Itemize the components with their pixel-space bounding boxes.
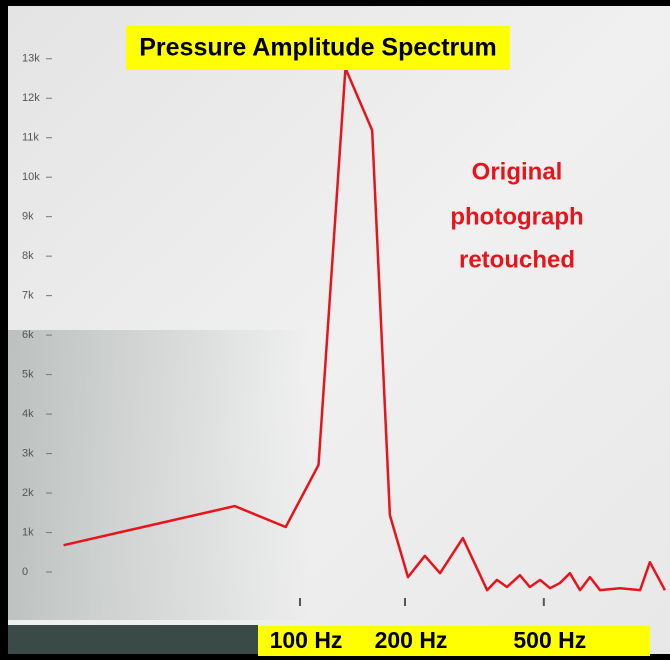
y-tick-label: 12k: [22, 92, 40, 104]
y-tick-label: 3k: [22, 447, 34, 459]
x-tick-label: 100 Hz: [270, 627, 343, 653]
spectrum-line: [63, 66, 667, 592]
y-tick-label: 2k: [22, 487, 34, 499]
y-tick-label: 13k: [22, 53, 40, 65]
x-tick-label: 200 Hz: [375, 627, 448, 653]
y-tick-label: 1k: [22, 526, 34, 538]
y-tick-label: 6k: [22, 329, 34, 341]
annotation: retouched: [459, 246, 575, 273]
screen-strip: [8, 625, 258, 654]
x-tick-label: 500 Hz: [513, 627, 586, 653]
y-tick-label: 10k: [22, 171, 40, 183]
x-label-box: [258, 626, 650, 656]
annotation: Original: [472, 158, 563, 185]
annotation: photograph: [450, 203, 583, 230]
y-tick-label: 5k: [22, 369, 34, 381]
y-tick-label: 0: [22, 566, 28, 578]
y-tick-label: 4k: [22, 408, 34, 420]
chart-title: Pressure Amplitude Spectrum: [139, 34, 497, 62]
y-tick-label: 7k: [22, 290, 34, 302]
photo-shade: [8, 330, 308, 620]
y-tick-label: 8k: [22, 250, 34, 262]
title-box: [126, 26, 510, 70]
y-tick-label: 9k: [22, 211, 34, 223]
y-tick-label: 11k: [22, 132, 39, 144]
